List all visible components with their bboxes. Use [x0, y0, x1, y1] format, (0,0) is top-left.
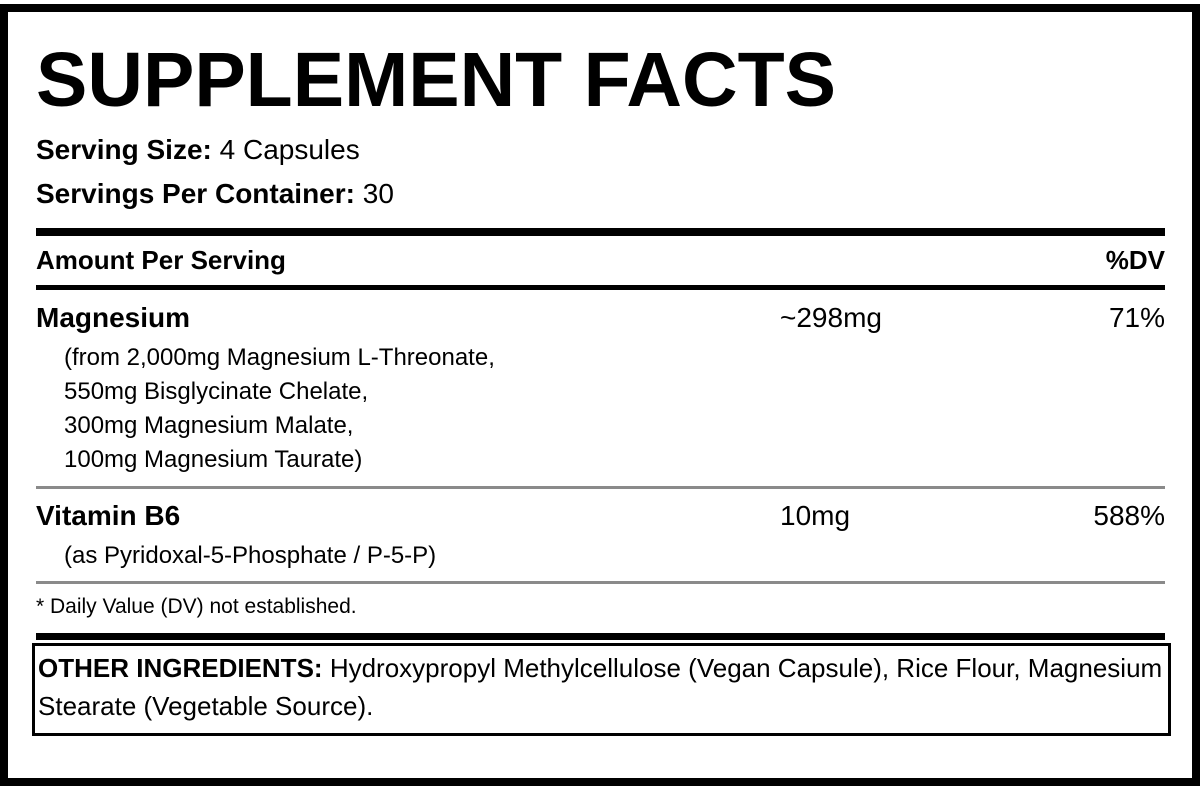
nutrient-detail: 300mg Magnesium Malate,: [64, 412, 354, 439]
header-divider: [36, 285, 1165, 290]
nutrient-name: Magnesium: [36, 302, 191, 333]
nutrient-detail: (as Pyridoxal-5-Phosphate / P-5-P): [64, 542, 437, 569]
serving-size: Serving Size: 4 Capsules: [36, 134, 360, 166]
serving-size-value: 4 Capsules: [219, 134, 360, 165]
nutrient-name: Vitamin B6: [36, 500, 181, 531]
nutrient-dv: 71%: [1108, 302, 1165, 333]
other-ingredients-box: OTHER INGREDIENTS: Hydroxypropyl Methylc…: [32, 643, 1171, 736]
other-ingredients-label: OTHER INGREDIENTS:: [38, 653, 323, 683]
other-ingredients-text: Hydroxypropyl Methylcellulose (Vegan Cap…: [38, 653, 1163, 721]
serving-size-label: Serving Size:: [36, 134, 212, 165]
row-divider: [36, 486, 1165, 489]
servings-per-container-value: 30: [362, 178, 394, 209]
nutrient-detail: 550mg Bisglycinate Chelate,: [64, 378, 369, 405]
row-divider: [36, 581, 1165, 584]
label-border: [0, 4, 1200, 786]
nutrient-amount: 10mg: [780, 500, 851, 531]
footnote: * Daily Value (DV) not established.: [36, 595, 357, 618]
nutrient-detail: 100mg Magnesium Taurate): [64, 446, 363, 473]
nutrient-dv: 588%: [1093, 500, 1165, 531]
dv-header: %DV: [1105, 245, 1165, 275]
nutrient-detail: (from 2,000mg Magnesium L-Threonate,: [64, 344, 495, 371]
thick-divider: [36, 633, 1165, 640]
page-title: SUPPLEMENT FACTS: [36, 37, 837, 123]
amount-per-serving-header: Amount Per Serving: [36, 245, 286, 275]
thick-divider: [36, 228, 1165, 236]
nutrient-amount: ~298mg: [780, 302, 882, 333]
servings-per-container: Servings Per Container: 30: [36, 178, 394, 210]
servings-per-container-label: Servings Per Container:: [36, 178, 355, 209]
